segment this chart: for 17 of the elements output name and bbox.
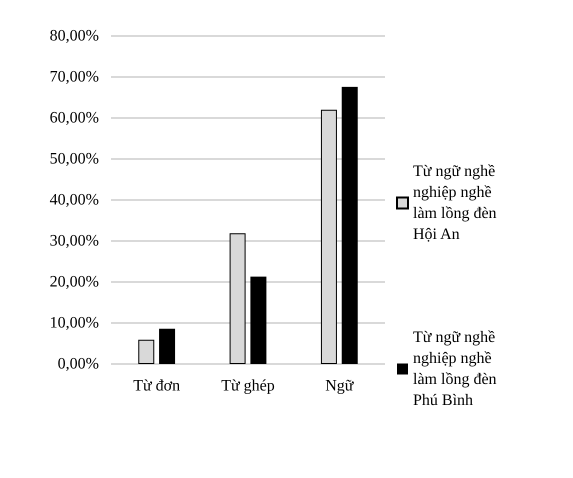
bar [342, 86, 358, 364]
y-tick-label: 40,00% [50, 192, 99, 208]
x-tick-label: Từ ghép [221, 378, 275, 394]
y-tick-label: 10,00% [50, 314, 99, 332]
y-tick-label: 50,00% [50, 150, 99, 168]
y-tick-label: 80,00% [50, 28, 99, 44]
legend-label: Từ ngữ nghề nghiệp nghề làm lồng đèn Phú Bình [413, 329, 501, 409]
y-tick-label: 30,00% [50, 232, 99, 250]
x-tick-label: Ngữ [325, 378, 355, 394]
y-tick-label: 60,00% [50, 110, 99, 126]
y-tick-label: 70,00% [50, 68, 99, 86]
x-tick-label: Từ đơn [133, 378, 180, 394]
legend-label: Từ ngữ nghề nghiệp nghề làm lồng đèn Hội An [413, 163, 501, 243]
y-tick-label: 20,00% [50, 274, 99, 290]
bar [250, 276, 266, 364]
y-tick-label: 0,00% [58, 356, 99, 372]
bar [159, 328, 176, 364]
